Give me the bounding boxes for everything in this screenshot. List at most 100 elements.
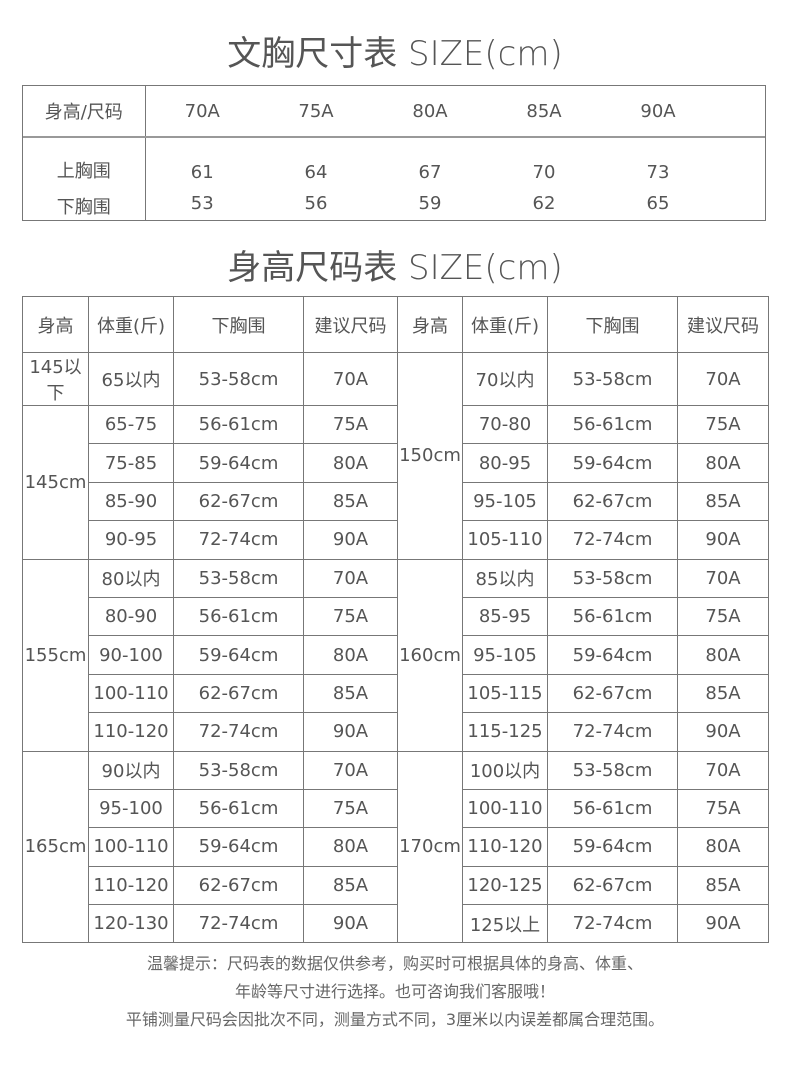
underbust-cell: 53-58cm — [547, 352, 678, 406]
underbust-cell: 56-61cm — [173, 788, 304, 829]
size-cell: 90A — [303, 520, 398, 560]
column-header: 体重(斤) — [462, 296, 548, 353]
weight-cell: 95-100 — [88, 788, 174, 829]
bra-size-header: 75A — [259, 86, 373, 138]
size-cell: 70A — [303, 750, 398, 790]
weight-cell: 90-100 — [88, 635, 174, 675]
bra-row-label: 下胸围 — [23, 183, 146, 220]
underbust-cell: 62-67cm — [173, 865, 304, 906]
weight-cell: 110-120 — [462, 827, 548, 867]
size-cell: 80A — [677, 827, 769, 867]
size-cell: 90A — [677, 520, 769, 560]
size-cell: 70A — [303, 558, 398, 598]
underbust-cell: 59-64cm — [547, 635, 678, 675]
size-cell: 75A — [303, 404, 398, 445]
weight-cell: 105-115 — [462, 673, 548, 714]
size-cell: 75A — [677, 788, 769, 829]
weight-cell: 70-80 — [462, 404, 548, 445]
underbust-cell: 59-64cm — [173, 827, 304, 867]
notes: 温馨提示：尺码表的数据仅供参考，购买时可根据具体的身高、体重、 年龄等尺寸进行选… — [0, 950, 790, 1034]
bra-row-upper: 上胸围 61 64 67 70 73 — [23, 137, 765, 183]
bra-size-header: 85A — [487, 86, 601, 138]
bra-header-label: 身高/尺码 — [23, 86, 146, 138]
table-row: 100-110 59-64cm 80A 110-120 59-64cm 80A — [23, 827, 769, 867]
column-header: 身高 — [22, 296, 89, 353]
size-cell: 80A — [677, 635, 769, 675]
height-cell: 155cm — [22, 558, 89, 752]
bra-value: 64 — [304, 162, 328, 183]
table-row: 110-120 72-74cm 90A 115-125 72-74cm 90A — [23, 712, 769, 752]
size-cell: 80A — [303, 443, 398, 483]
size-cell: 90A — [303, 904, 398, 944]
size-cell: 70A — [677, 558, 769, 598]
height-size-table: 身高 体重(斤) 下胸围 建议尺码 身高 体重(斤) 下胸围 建议尺码 145以下 65以内 53-… — [22, 296, 769, 944]
table-row: 165cm 90以内 53-58cm 70A 170cm 100以内 53-58cm 70A — [22, 750, 769, 944]
weight-cell: 85-95 — [462, 596, 548, 637]
bra-value: 53 — [190, 193, 214, 214]
bra-size-table: 身高/尺码 70A 75A 80A 85A 90A 上胸围 61 64 67 7… — [22, 85, 766, 221]
note-line: 年龄等尺寸进行选择。也可咨询我们客服哦！ — [234, 982, 555, 1001]
size-cell: 90A — [303, 712, 398, 752]
size-cell: 85A — [303, 673, 398, 714]
weight-cell: 110-120 — [88, 865, 174, 906]
weight-cell: 110-120 — [88, 712, 174, 752]
table-row: 145cm 65-75 56-61cm 75A 70-80 56-61cm 75A — [22, 404, 769, 560]
table-row: 85-90 62-67cm 85A 95-105 62-67cm 85A — [23, 481, 769, 522]
underbust-cell: 62-67cm — [547, 481, 678, 522]
size-cell: 85A — [303, 865, 398, 906]
bra-value: 56 — [304, 193, 328, 214]
bra-value: 62 — [532, 193, 556, 214]
bra-value: 73 — [646, 162, 670, 183]
bra-value: 61 — [190, 162, 214, 183]
weight-cell: 125以上 — [462, 904, 548, 944]
size-cell: 70A — [677, 352, 769, 406]
underbust-cell: 62-67cm — [547, 673, 678, 714]
underbust-cell: 62-67cm — [173, 481, 304, 522]
size-cell: 70A — [303, 352, 398, 406]
underbust-cell: 72-74cm — [547, 520, 678, 560]
spacer — [715, 86, 765, 138]
size-cell: 75A — [677, 404, 769, 445]
size-cell: 70A — [677, 750, 769, 790]
height-cell: 160cm — [397, 558, 463, 752]
weight-cell: 100-110 — [88, 673, 174, 714]
weight-cell: 90-95 — [88, 520, 174, 560]
table-row: 100-110 62-67cm 85A 105-115 62-67cm 85A — [23, 673, 769, 714]
underbust-cell: 59-64cm — [547, 827, 678, 867]
underbust-cell: 59-64cm — [173, 635, 304, 675]
underbust-cell: 72-74cm — [173, 520, 304, 560]
table-row: 75-85 59-64cm 80A 80-95 59-64cm 80A — [23, 443, 769, 483]
weight-cell: 120-130 — [88, 904, 174, 944]
table-row: 120-130 72-74cm 90A 125以上 72-74cm 90A — [23, 904, 769, 944]
size-cell: 85A — [677, 673, 769, 714]
note-line: 温馨提示：尺码表的数据仅供参考，购买时可根据具体的身高、体重、 — [146, 954, 643, 973]
column-header: 下胸围 — [173, 296, 304, 353]
bra-value: 65 — [646, 193, 670, 214]
underbust-cell: 56-61cm — [547, 404, 678, 445]
bra-value: 59 — [418, 193, 442, 214]
weight-cell: 95-105 — [462, 635, 548, 675]
bra-chart-title: 文胸尺寸表 SIZE(cm) — [227, 34, 563, 74]
underbust-cell: 53-58cm — [173, 558, 304, 598]
column-header: 建议尺码 — [303, 296, 398, 353]
bra-header-row: 身高/尺码 70A 75A 80A 85A 90A — [23, 86, 765, 138]
bra-size-header: 90A — [601, 86, 715, 138]
underbust-cell: 72-74cm — [173, 712, 304, 752]
header-row: 身高 体重(斤) 下胸围 建议尺码 身高 体重(斤) 下胸围 建议尺码 — [22, 296, 769, 353]
underbust-cell: 62-67cm — [547, 865, 678, 906]
underbust-cell: 56-61cm — [547, 788, 678, 829]
underbust-cell: 72-74cm — [547, 904, 678, 944]
bra-value: 70 — [532, 162, 556, 183]
weight-cell: 95-105 — [462, 481, 548, 522]
size-cell: 90A — [677, 904, 769, 944]
underbust-cell: 56-61cm — [547, 596, 678, 637]
weight-cell: 120-125 — [462, 865, 548, 906]
table-row: 80-90 56-61cm 75A 85-95 56-61cm 75A — [23, 596, 769, 637]
table-row: 145以下 65以内 53-58cm 70A 150cm 70以内 53-58cm 70A — [22, 352, 769, 560]
weight-cell: 80-95 — [462, 443, 548, 483]
bra-size-header: 70A — [145, 86, 259, 138]
height-cell: 165cm — [22, 750, 89, 944]
underbust-cell: 59-64cm — [173, 443, 304, 483]
underbust-cell: 53-58cm — [547, 558, 678, 598]
weight-cell: 85以内 — [462, 558, 548, 598]
